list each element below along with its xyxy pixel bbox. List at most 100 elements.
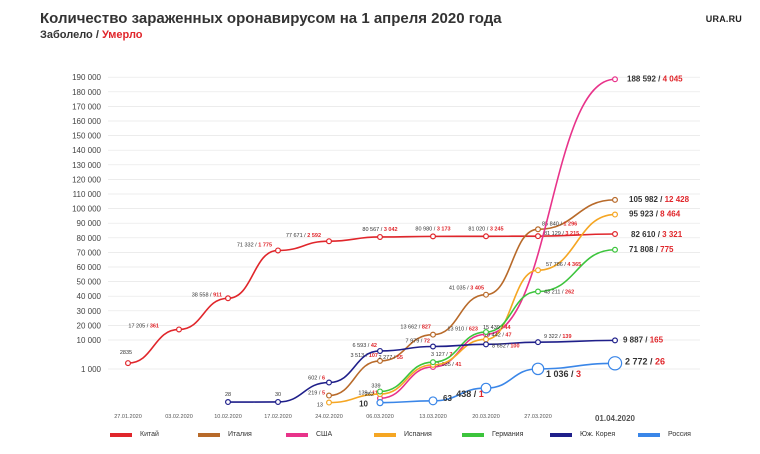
data-label: 2 277 / 55 — [379, 355, 403, 361]
data-label: 17 205 / 361 — [128, 323, 159, 329]
data-label: 95 923 / 8 464 — [629, 210, 681, 219]
y-tick-label: 160 000 — [72, 117, 101, 126]
data-point — [275, 247, 282, 254]
legend-item: Юж. Корея — [550, 431, 638, 438]
data-label: 9 322 / 139 — [544, 334, 572, 340]
data-label: 438 / 1 — [456, 389, 484, 399]
data-label: 82 610 / 3 321 — [631, 230, 683, 239]
legend-item: Германия — [462, 431, 550, 438]
x-tick-label: 27.01.2020 — [114, 414, 142, 420]
data-label: 1 635 / 41 — [437, 362, 461, 368]
legend-swatch — [462, 432, 484, 437]
data-point — [607, 356, 623, 371]
y-tick-label: 80 000 — [77, 234, 102, 243]
y-tick-label: 190 000 — [72, 73, 101, 82]
data-label: 28 — [225, 392, 231, 398]
y-tick-label: 40 000 — [77, 292, 102, 301]
data-label: 63 — [443, 394, 452, 403]
y-tick-label: 170 000 — [72, 102, 101, 111]
data-point — [611, 246, 618, 253]
data-point — [176, 326, 183, 333]
y-tick-label: 140 000 — [72, 146, 101, 155]
data-label: 6 593 / 42 — [353, 343, 377, 349]
data-point — [534, 339, 541, 346]
data-label: 43 211 / 262 — [544, 290, 574, 296]
data-point — [534, 267, 541, 274]
chart-title: Количество зараженных оронавирусом на 1 … — [40, 10, 502, 27]
x-tick-label: 13.03.2020 — [419, 414, 447, 420]
legend-item: США — [286, 431, 374, 438]
data-point — [483, 329, 490, 336]
data-label: 81 129 / 3 215 — [544, 231, 579, 237]
y-tick-label: 130 000 — [72, 161, 101, 170]
data-point — [430, 233, 437, 240]
data-label: 602 / 6 — [308, 376, 325, 382]
data-point — [377, 233, 384, 240]
legend-label: Германия — [492, 431, 524, 438]
data-label: 30 — [275, 392, 281, 398]
data-point — [534, 288, 541, 295]
legend-label: Испания — [404, 431, 432, 438]
legend-label: Китай — [140, 431, 159, 438]
x-tick-label: 10.02.2020 — [214, 414, 242, 420]
x-tick-label: 27.03.2020 — [524, 414, 552, 420]
data-point — [225, 295, 232, 302]
data-point — [611, 211, 618, 218]
data-label: 2 772 / 26 — [625, 356, 665, 366]
legend-item: Китай — [110, 431, 198, 438]
data-point — [430, 331, 437, 338]
data-label: 9 887 / 165 — [623, 335, 664, 344]
legend-swatch — [374, 432, 396, 437]
y-tick-label: 1 000 — [81, 365, 102, 374]
data-label: 71 332 / 1 775 — [237, 242, 272, 248]
series-line-Китай — [127, 233, 616, 364]
data-point — [480, 382, 492, 394]
y-tick-label: 90 000 — [77, 219, 102, 228]
subtitle-cases: Заболело — [40, 29, 93, 41]
data-label: 13 — [317, 403, 323, 409]
x-tick-label: 20.03.2020 — [472, 414, 500, 420]
y-tick-label: 70 000 — [77, 248, 102, 257]
data-label: 188 592 / 4 045 — [627, 74, 683, 83]
legend-swatch — [638, 432, 660, 437]
legend-label: Италия — [228, 431, 252, 438]
y-tick-label: 180 000 — [72, 88, 101, 97]
brand-logo[interactable]: URA.RU — [705, 14, 742, 24]
data-label: 3 127 / 7 — [431, 352, 452, 358]
legend-label: Юж. Корея — [580, 431, 616, 438]
data-point — [124, 360, 131, 367]
data-point — [326, 238, 333, 245]
x-tick-label: 03.02.2020 — [165, 414, 193, 420]
data-point — [275, 398, 282, 405]
data-label: 77 671 / 2 592 — [286, 233, 321, 239]
data-point — [483, 341, 490, 348]
data-label: 80 567 / 3 042 — [362, 227, 397, 233]
data-label: 85 840 / 1 296 — [542, 221, 577, 227]
y-tick-label: 10 000 — [77, 336, 102, 345]
data-point — [611, 337, 618, 344]
data-label: 2835 — [120, 350, 132, 356]
legend-swatch — [286, 432, 308, 437]
data-label: 339 — [371, 383, 380, 389]
data-label: 10 — [359, 400, 368, 409]
data-label: 219 / 5 — [308, 391, 325, 397]
data-point — [377, 347, 384, 354]
data-label: 38 558 / 911 — [192, 292, 222, 298]
data-point — [531, 362, 545, 376]
data-point — [326, 392, 333, 399]
data-label: 7 979 / 72 — [406, 339, 430, 345]
legend-label: США — [316, 431, 333, 438]
data-label: 80 980 / 3 173 — [415, 226, 450, 232]
data-point — [428, 396, 438, 406]
data-label: 262 — [365, 392, 374, 398]
subtitle-deaths: Умерло — [101, 29, 143, 41]
data-label: 13 662 / 827 — [400, 325, 431, 331]
subtitle-separator: / — [95, 29, 99, 41]
x-tick-label: 24.02.2020 — [315, 414, 343, 420]
y-tick-label: 30 000 — [77, 307, 102, 316]
legend-swatch — [550, 432, 572, 437]
data-point — [611, 196, 618, 203]
legend-item: Италия — [198, 431, 286, 438]
data-label: 105 982 / 12 428 — [629, 195, 690, 204]
y-tick-label: 20 000 — [77, 321, 102, 330]
